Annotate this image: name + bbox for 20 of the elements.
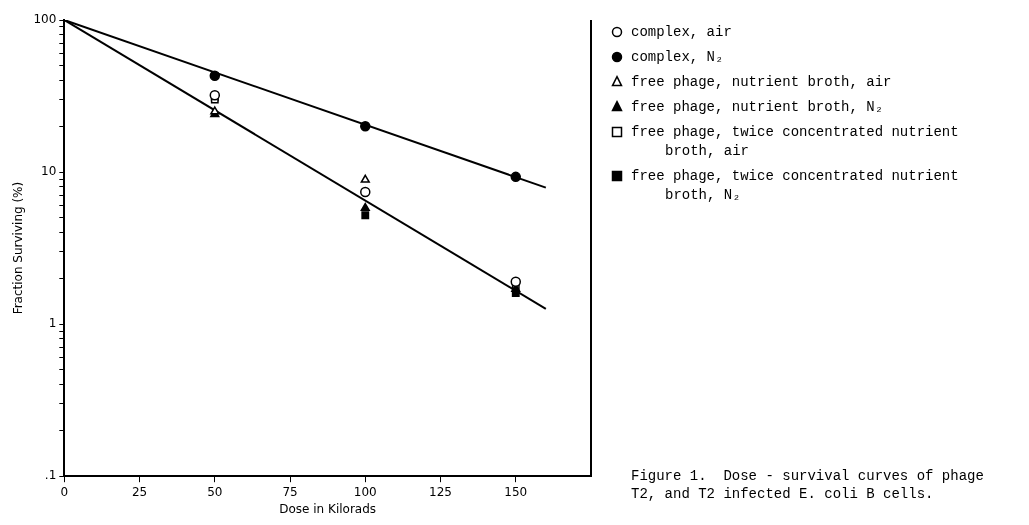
legend-label: complex, air <box>631 24 732 40</box>
x-axis-title: Dose in Kilorads <box>279 501 377 516</box>
x-tick-label: 75 <box>282 484 298 499</box>
x-tick-label: 25 <box>131 484 148 499</box>
legend-label: complex, N₂ <box>631 49 724 65</box>
legend-label: free phage, nutrient broth, N₂ <box>631 99 884 115</box>
legend-label: free phage, twice concentrated nutrient broth, N₂ <box>631 168 959 203</box>
legend-label: free phage, nutrient broth, air <box>631 74 892 90</box>
y-tick-label: 1 <box>48 316 57 331</box>
y-axis-title: Fraction Surviving (%) <box>11 181 26 315</box>
x-tick-label: 150 <box>504 484 528 499</box>
y-tick-label: 100 <box>33 12 57 27</box>
x-tick-label: 0 <box>60 484 69 499</box>
legend-label: free phage, twice concentrated nutrient broth, air <box>631 124 959 159</box>
y-tick-label: .1 <box>44 468 57 483</box>
y-tick-label: 10 <box>41 164 57 179</box>
x-tick-label: 100 <box>353 484 377 499</box>
caption: Figure 1. Dose - survival curves of phage T2, and T2 infected E. coli B cells. <box>631 468 984 503</box>
x-tick-label: 125 <box>429 484 452 499</box>
x-tick-label: 50 <box>207 484 223 499</box>
